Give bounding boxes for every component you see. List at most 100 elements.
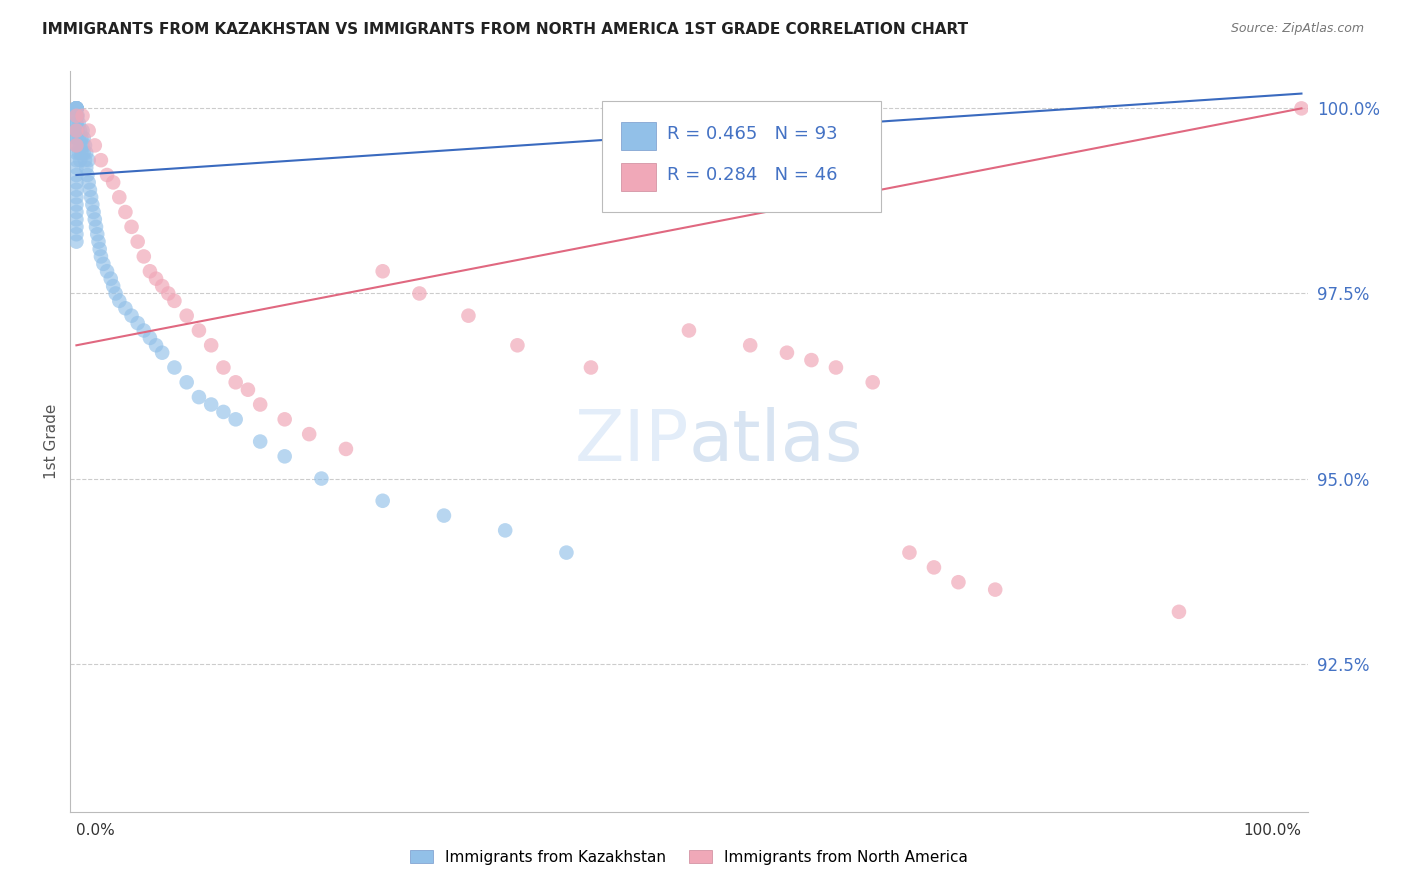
Text: IMMIGRANTS FROM KAZAKHSTAN VS IMMIGRANTS FROM NORTH AMERICA 1ST GRADE CORRELATIO: IMMIGRANTS FROM KAZAKHSTAN VS IMMIGRANTS… [42, 22, 969, 37]
Point [101, 175, 124, 189]
Point [145, 338, 167, 352]
Point [77, 153, 100, 168]
Point [139, 264, 162, 278]
Point [150, 279, 173, 293]
Point [176, 309, 198, 323]
Point [249, 397, 271, 411]
Point [65, 101, 87, 115]
Point [73, 153, 96, 168]
Point [65, 109, 87, 123]
Point [150, 345, 173, 359]
Point [90, 153, 112, 168]
Point [1168, 605, 1191, 619]
Point [65, 138, 87, 153]
Point [740, 338, 762, 352]
Point [65, 101, 87, 115]
Point [77, 123, 100, 137]
Point [176, 376, 198, 390]
Point [1291, 101, 1313, 115]
Point [69, 138, 91, 153]
Point [371, 264, 394, 278]
Text: atlas: atlas [689, 407, 863, 476]
Point [922, 560, 945, 574]
Point [65, 235, 87, 249]
Point [132, 249, 155, 263]
Point [65, 101, 87, 115]
Point [73, 138, 96, 153]
Point [127, 235, 149, 249]
Point [65, 101, 87, 115]
Point [65, 109, 87, 123]
Point [678, 323, 700, 337]
Point [96, 168, 118, 182]
Point [236, 383, 259, 397]
Point [90, 249, 112, 263]
Legend: Immigrants from Kazakhstan, Immigrants from North America: Immigrants from Kazakhstan, Immigrants f… [404, 844, 974, 871]
Point [65, 116, 87, 130]
Point [67, 116, 90, 130]
Point [65, 101, 87, 115]
Point [83, 212, 105, 227]
Point [114, 301, 136, 316]
Point [862, 376, 884, 390]
Point [65, 205, 87, 219]
Point [433, 508, 456, 523]
Point [66, 138, 89, 153]
Point [76, 168, 98, 182]
Point [114, 205, 136, 219]
Point [70, 131, 93, 145]
Point [65, 212, 87, 227]
Point [457, 309, 479, 323]
Point [83, 205, 105, 219]
Point [212, 405, 235, 419]
Point [65, 190, 87, 204]
Point [65, 145, 87, 160]
Point [69, 123, 91, 137]
Text: R = 0.284   N = 46: R = 0.284 N = 46 [666, 166, 837, 184]
Point [65, 116, 87, 130]
Point [96, 264, 118, 278]
Point [84, 219, 107, 234]
Point [65, 101, 87, 115]
Point [65, 123, 87, 137]
Point [77, 175, 100, 189]
Point [65, 153, 87, 168]
Point [408, 286, 430, 301]
Point [65, 123, 87, 137]
Text: R = 0.465   N = 93: R = 0.465 N = 93 [666, 125, 838, 143]
Point [66, 123, 89, 137]
Point [825, 360, 848, 375]
Point [72, 138, 94, 153]
Point [506, 338, 529, 352]
Point [145, 271, 167, 285]
Point [555, 546, 578, 560]
Point [273, 412, 295, 426]
Point [311, 472, 333, 486]
Point [948, 575, 970, 590]
Point [108, 293, 131, 308]
Point [898, 546, 921, 560]
Point [65, 183, 87, 197]
Point [108, 190, 131, 204]
Point [89, 242, 111, 256]
Point [200, 397, 222, 411]
Point [225, 376, 247, 390]
Point [984, 582, 1007, 597]
Point [65, 101, 87, 115]
Point [212, 360, 235, 375]
Point [93, 257, 115, 271]
Point [65, 101, 87, 115]
Point [65, 123, 87, 137]
Point [104, 286, 127, 301]
Point [187, 390, 209, 404]
Point [65, 109, 87, 123]
Text: ZIP: ZIP [575, 407, 689, 476]
Point [163, 293, 186, 308]
Point [73, 131, 96, 145]
Text: 0.0%: 0.0% [76, 822, 115, 838]
Point [87, 235, 110, 249]
FancyBboxPatch shape [621, 121, 655, 150]
Point [800, 353, 823, 368]
Point [187, 323, 209, 337]
Point [80, 190, 103, 204]
